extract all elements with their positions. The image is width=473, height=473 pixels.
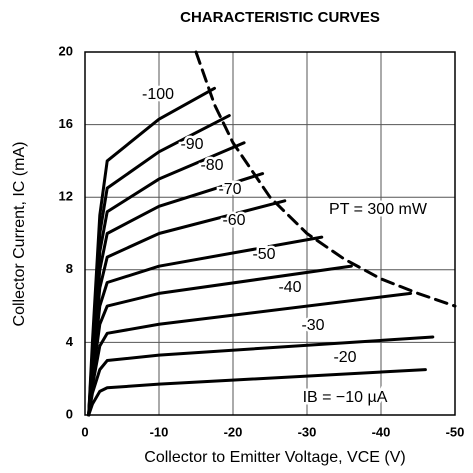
x-tick-label: -40 xyxy=(372,424,391,439)
chart-title: CHARACTERISTIC CURVES xyxy=(180,9,380,26)
x-axis-label: Collector to Emitter Voltage, VCE (V) xyxy=(144,449,405,466)
series-label: -30 xyxy=(301,317,324,334)
y-tick-label: 20 xyxy=(59,43,73,58)
y-axis-label: Collector Current, IC (mA) xyxy=(11,142,28,327)
curve xyxy=(87,368,427,417)
series-label: -60 xyxy=(222,212,245,229)
y-tick-label: 4 xyxy=(66,334,74,349)
power-limit-line xyxy=(194,50,457,308)
series-label: -50 xyxy=(252,246,275,263)
y-tick-label: 12 xyxy=(59,189,73,204)
x-tick-label: -30 xyxy=(298,424,317,439)
x-tick-label: -20 xyxy=(224,424,243,439)
series-label: -40 xyxy=(278,279,301,296)
series-label: -100 xyxy=(142,86,174,103)
series-label: IB = −10 µA xyxy=(303,389,388,406)
series-label: PT = 300 mW xyxy=(329,201,428,218)
x-tick-label: -10 xyxy=(150,424,169,439)
series-label: -20 xyxy=(333,349,356,366)
series-label: -80 xyxy=(200,157,223,174)
x-tick-label: 0 xyxy=(81,424,88,439)
curve xyxy=(87,235,324,417)
series-label: -90 xyxy=(180,136,203,153)
y-tick-label: 8 xyxy=(66,261,73,276)
x-tick-label: -50 xyxy=(446,424,465,439)
series-label: -70 xyxy=(218,181,241,198)
curve xyxy=(87,335,435,417)
y-tick-label: 16 xyxy=(59,116,73,131)
plot-frame xyxy=(84,51,456,416)
y-tick-label: 0 xyxy=(66,406,73,421)
